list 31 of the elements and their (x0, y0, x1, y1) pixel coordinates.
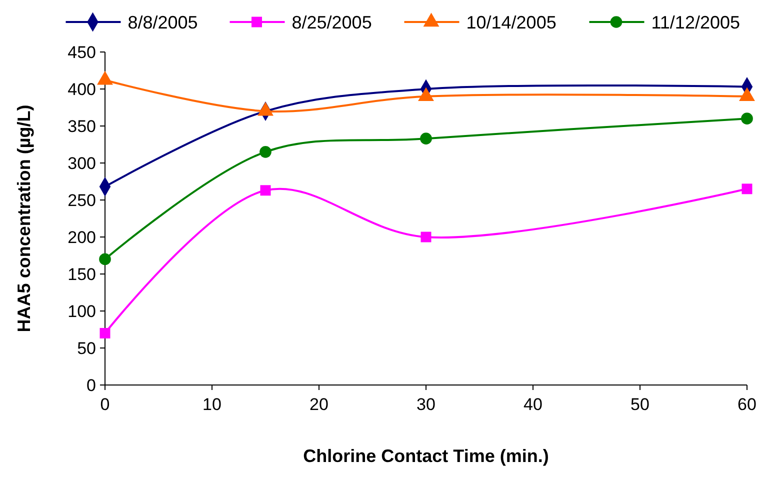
y-tick-label: 300 (68, 154, 96, 173)
point (420, 232, 432, 242)
x-tick-label: 20 (310, 395, 328, 414)
y-tick-label: 50 (77, 338, 96, 358)
y-tick-label: 200 (68, 228, 96, 247)
legend-label: 11/12/2005 (651, 12, 740, 32)
y-tick-label: 400 (68, 80, 96, 99)
y-tick-label: 450 (68, 42, 96, 62)
y-tick-label: 0 (86, 376, 96, 395)
y-axis-title: HAA5 concentration (µg/L) (14, 104, 34, 332)
point (100, 328, 110, 338)
x-tick-label: 60 (738, 395, 756, 414)
point (99, 253, 111, 266)
point (260, 146, 272, 158)
y-tick-label: 350 (68, 116, 96, 136)
point (741, 112, 753, 125)
x-axis-title: Chlorine Contact Time (min.) (303, 446, 549, 466)
point (742, 184, 752, 194)
y-tick-label: 100 (68, 302, 96, 321)
x-tick-label: 40 (524, 395, 542, 414)
point (260, 185, 271, 196)
legend-label: 10/14/2005 (466, 12, 556, 32)
x-tick-label: 0 (100, 395, 110, 414)
y-tick-label: 150 (68, 264, 96, 284)
point (420, 132, 432, 144)
y-tick-label: 250 (68, 190, 96, 210)
legend-label: 8/8/2005 (128, 12, 198, 32)
legend-label: 8/25/2005 (292, 12, 372, 32)
x-tick-label: 50 (630, 395, 650, 414)
x-tick-label: 10 (202, 395, 222, 414)
x-tick-label: 30 (416, 395, 436, 414)
